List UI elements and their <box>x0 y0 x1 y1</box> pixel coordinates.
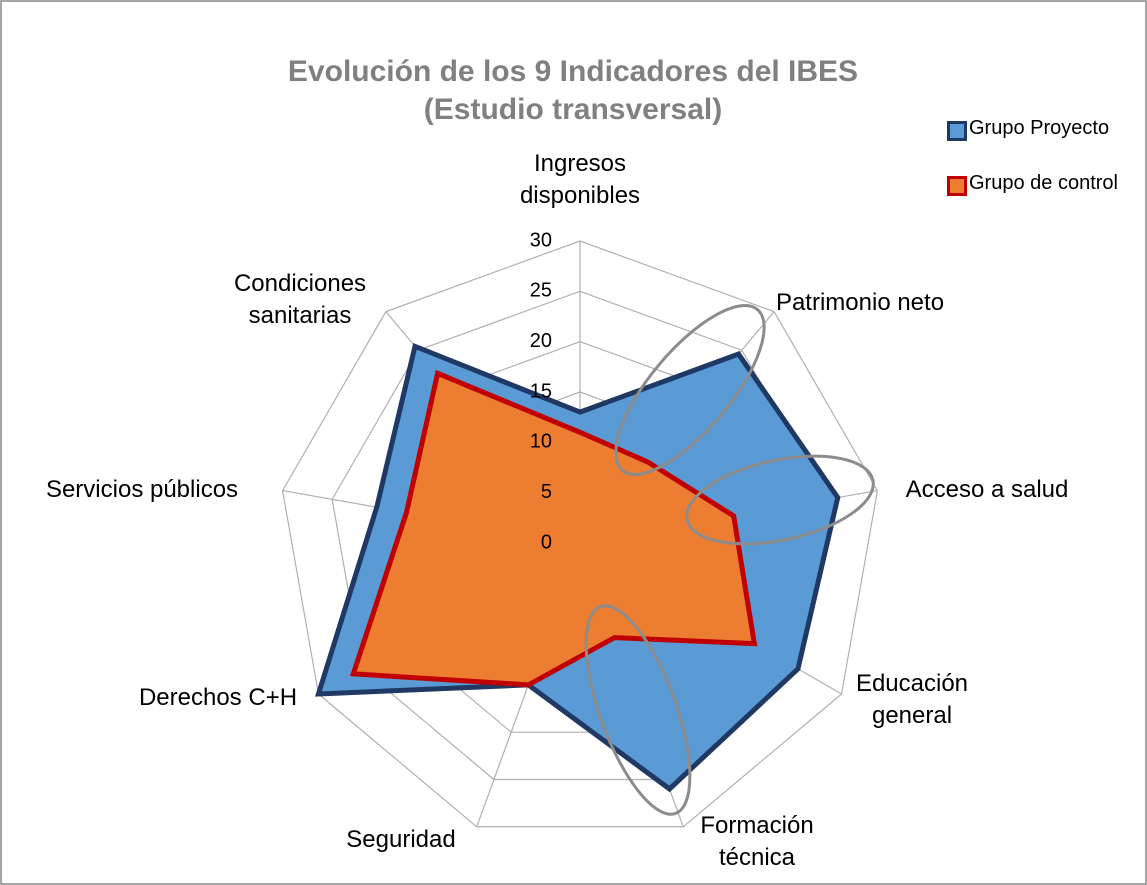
axis-label: Formación técnica <box>700 812 814 871</box>
grid-ring <box>281 240 879 828</box>
annotations <box>584 304 875 816</box>
tick-label: 5 <box>541 481 552 503</box>
tick-label: 30 <box>530 229 552 251</box>
axis-label: Acceso a salud <box>905 476 1069 503</box>
highlight-ellipse <box>614 304 766 476</box>
chart-title: (Estudio transversal) <box>423 93 723 126</box>
tick-label: 15 <box>530 380 552 402</box>
tick-label: 20 <box>530 330 552 352</box>
axis-label: Ingresos disponibles <box>519 150 641 209</box>
series-area <box>349 369 758 688</box>
highlight-ellipse <box>584 604 692 816</box>
legend-label: Grupo Proyecto <box>969 117 1110 139</box>
chart-title: Evolución de los 9 Indicadores del IBES <box>287 55 859 88</box>
tick-label: 0 <box>541 531 552 553</box>
highlight-ellipse <box>685 454 875 546</box>
axis-label: Servicios públicos <box>45 476 239 503</box>
ticks: 0 5 10 15 20 25 30 <box>530 229 552 553</box>
legend-swatch <box>947 121 967 141</box>
axis-label: Condiciones sanitarias <box>233 270 367 329</box>
tick-label: 10 <box>530 431 552 453</box>
legend-swatch <box>947 176 967 196</box>
tick-label: 25 <box>530 280 552 302</box>
legend-label: Grupo de control <box>969 172 1118 194</box>
axis-label: Educación general <box>855 670 969 729</box>
axis-label: Seguridad <box>346 826 456 853</box>
axis-label: Derechos C+H <box>138 684 298 711</box>
axis-label: Patrimonio neto <box>775 289 945 316</box>
series-layer <box>315 342 841 793</box>
